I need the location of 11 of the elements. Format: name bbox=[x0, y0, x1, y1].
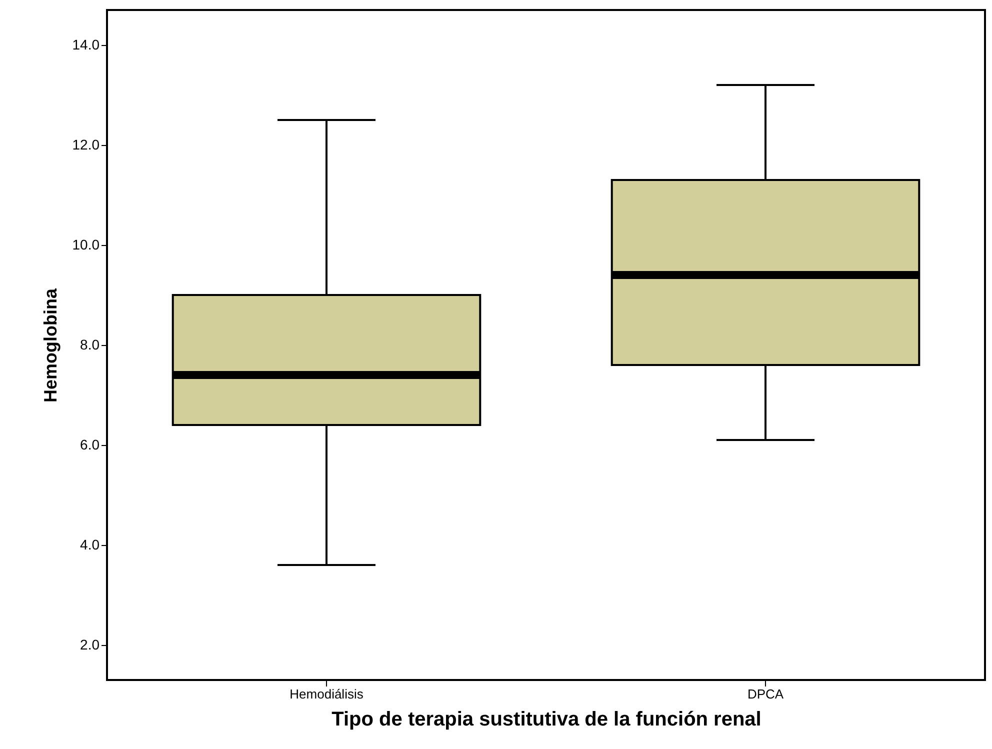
y-tick-label: 8.0 bbox=[80, 336, 100, 352]
y-tick-label: 4.0 bbox=[80, 536, 100, 552]
y-axis-title: Hemoglobina bbox=[40, 288, 60, 403]
y-tick-label: 6.0 bbox=[80, 436, 100, 452]
x-tick-label: Hemodiálisis bbox=[290, 686, 364, 702]
y-tick-label: 10.0 bbox=[72, 236, 100, 252]
x-tick-label: DPCA bbox=[747, 686, 784, 702]
y-tick-label: 12.0 bbox=[72, 136, 100, 152]
x-axis-title: Tipo de terapia sustitutiva de la función renal bbox=[332, 708, 762, 730]
y-tick-label: 14.0 bbox=[72, 36, 100, 52]
y-tick-label: 2.0 bbox=[80, 636, 100, 652]
